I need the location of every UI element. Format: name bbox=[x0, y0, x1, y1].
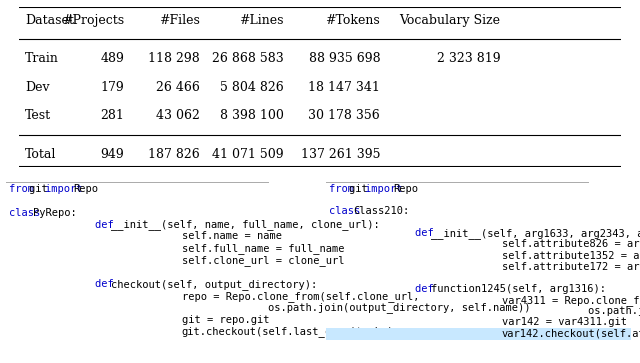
Text: import: import bbox=[365, 184, 409, 194]
FancyBboxPatch shape bbox=[326, 329, 630, 340]
Text: 26 868 583: 26 868 583 bbox=[212, 52, 284, 65]
Text: #Lines: #Lines bbox=[239, 13, 284, 26]
Text: 281: 281 bbox=[100, 109, 124, 122]
Text: 18 147 341: 18 147 341 bbox=[308, 81, 380, 94]
Text: self.name = name: self.name = name bbox=[182, 232, 282, 241]
Text: Vocabulary Size: Vocabulary Size bbox=[399, 13, 500, 26]
Text: self.attribute826 = arg1633: self.attribute826 = arg1633 bbox=[502, 240, 640, 249]
Text: from: from bbox=[330, 184, 361, 194]
Text: git: git bbox=[29, 184, 54, 194]
Text: def: def bbox=[95, 279, 120, 289]
Text: var4311 = Repo.clone_from(self.attribute172,: var4311 = Repo.clone_from(self.attribute… bbox=[502, 295, 640, 306]
Text: 43 062: 43 062 bbox=[156, 109, 200, 122]
Text: repo = Repo.clone_from(self.clone_url,: repo = Repo.clone_from(self.clone_url, bbox=[182, 291, 419, 302]
Text: Train: Train bbox=[25, 52, 59, 65]
Text: self.clone_url = clone_url: self.clone_url = clone_url bbox=[182, 255, 344, 266]
Text: class: class bbox=[10, 208, 47, 217]
Text: Test: Test bbox=[25, 109, 51, 122]
Text: self.attribute1352 = arg2343: self.attribute1352 = arg2343 bbox=[502, 250, 640, 261]
Text: Dataset: Dataset bbox=[25, 13, 74, 26]
Text: 187 826: 187 826 bbox=[148, 148, 200, 161]
Text: __init__(self, arg1633, arg2343, arg233):: __init__(self, arg1633, arg2343, arg233)… bbox=[431, 228, 640, 239]
Text: Repo: Repo bbox=[74, 184, 99, 194]
Text: 41 071 509: 41 071 509 bbox=[212, 148, 284, 161]
Text: def: def bbox=[415, 228, 440, 238]
Text: os.path.join(output_directory, self.name)): os.path.join(output_directory, self.name… bbox=[268, 303, 530, 314]
Text: checkout(self, output_directory):: checkout(self, output_directory): bbox=[111, 279, 317, 290]
Text: Dev: Dev bbox=[25, 81, 50, 94]
Text: 88 935 698: 88 935 698 bbox=[308, 52, 380, 65]
Text: os.path.join(arg1316, self.attribute826)): os.path.join(arg1316, self.attribute826)… bbox=[588, 306, 640, 316]
Text: var142 = var4311.git: var142 = var4311.git bbox=[502, 317, 627, 327]
Text: #Projects: #Projects bbox=[62, 13, 124, 26]
Text: var142.checkout(self.attribute471): var142.checkout(self.attribute471) bbox=[502, 329, 640, 338]
Text: def: def bbox=[95, 220, 120, 229]
Text: Class210:: Class210: bbox=[353, 206, 410, 216]
Text: 5 804 826: 5 804 826 bbox=[220, 81, 284, 94]
Text: #Files: #Files bbox=[159, 13, 200, 26]
Text: git.checkout(self.last_commit_sha): git.checkout(self.last_commit_sha) bbox=[182, 326, 394, 337]
Text: __init__(self, name, full_name, clone_url):: __init__(self, name, full_name, clone_ur… bbox=[111, 219, 380, 230]
Text: 489: 489 bbox=[100, 52, 124, 65]
Text: def: def bbox=[415, 284, 440, 294]
Text: 26 466: 26 466 bbox=[156, 81, 200, 94]
Text: Repo: Repo bbox=[394, 184, 419, 194]
Text: git = repo.git: git = repo.git bbox=[182, 315, 269, 325]
Text: 949: 949 bbox=[100, 148, 124, 161]
Text: 2 323 819: 2 323 819 bbox=[437, 52, 500, 65]
Text: Total: Total bbox=[25, 148, 56, 161]
Text: self.full_name = full_name: self.full_name = full_name bbox=[182, 243, 344, 254]
Text: 118 298: 118 298 bbox=[148, 52, 200, 65]
Text: import: import bbox=[45, 184, 89, 194]
Text: class: class bbox=[330, 206, 367, 216]
Text: 8 398 100: 8 398 100 bbox=[220, 109, 284, 122]
Text: #Tokens: #Tokens bbox=[325, 13, 380, 26]
Text: self.attribute172 = arg233: self.attribute172 = arg233 bbox=[502, 262, 640, 272]
Text: 179: 179 bbox=[100, 81, 124, 94]
Text: function1245(self, arg1316):: function1245(self, arg1316): bbox=[431, 284, 607, 294]
Text: git: git bbox=[349, 184, 374, 194]
Text: PyRepo:: PyRepo: bbox=[33, 208, 77, 217]
Text: 30 178 356: 30 178 356 bbox=[308, 109, 380, 122]
Text: from: from bbox=[10, 184, 41, 194]
Text: 137 261 395: 137 261 395 bbox=[301, 148, 380, 161]
